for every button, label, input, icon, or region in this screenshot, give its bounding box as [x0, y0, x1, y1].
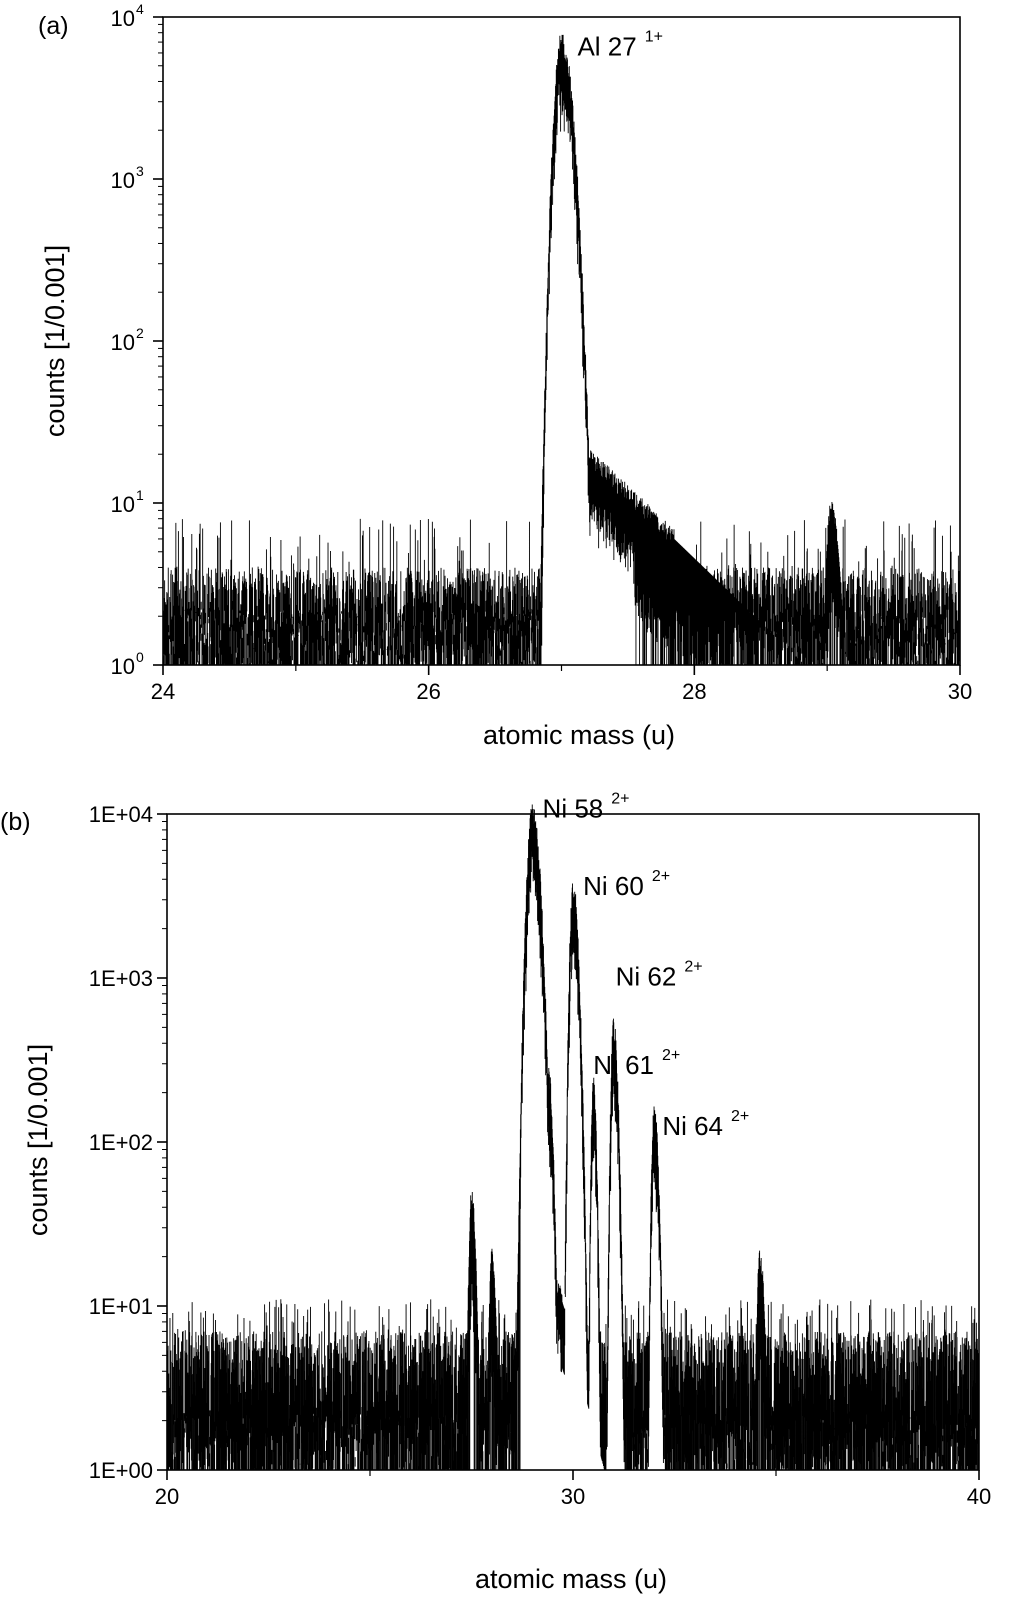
y-tick-label: 1E+03: [89, 966, 153, 991]
peak-label-charge: 2+: [731, 1108, 749, 1125]
y-axis-ticks-b: 1E+00 1E+01 1E+02 1E+03 1E+04: [89, 802, 167, 1483]
x-tick-label: 20: [155, 1484, 179, 1509]
y-tick-exponent: 3: [136, 163, 144, 179]
y-tick-label: 10: [111, 330, 135, 355]
peak-label: Ni 60: [583, 871, 644, 901]
peak-label: Ni 58: [543, 794, 604, 824]
y-tick-label: 10: [111, 492, 135, 517]
y-axis-title-a: counts [1/0.001]: [40, 245, 70, 437]
x-axis-title-b: atomic mass (u): [475, 1564, 667, 1594]
y-tick-label: 1E+02: [89, 1130, 153, 1155]
peak-annotations-b: Ni 58 2+ Ni 60 2+ Ni 62 2+ Ni 61 2+ Ni 64 2+: [543, 791, 750, 1142]
peak-annotations-a: Al 27 1+: [577, 28, 663, 61]
peak-label: Ni 61: [593, 1050, 654, 1080]
y-tick-exponent: 2: [136, 325, 144, 341]
panel-b: (b) 20 30 40 1E+00 1E+01 1E+02 1E+03 1E+04 Ni …: [0, 791, 991, 1594]
peak-label-charge: 2+: [662, 1047, 680, 1064]
peak-label: Al 27: [577, 31, 636, 61]
x-tick-label: 24: [151, 679, 175, 704]
peak-label-charge: 2+: [652, 868, 670, 885]
y-tick-label: 10: [111, 654, 135, 679]
peak-label: Ni 64: [662, 1111, 723, 1141]
panel-label-b: (b): [0, 808, 31, 836]
y-tick-label: 1E+04: [89, 802, 153, 827]
peak-label: Ni 62: [616, 962, 677, 992]
y-tick-label: 10: [111, 6, 135, 31]
x-tick-label: 28: [682, 679, 706, 704]
y-tick-exponent: 4: [136, 1, 144, 17]
peak-label-charge: 2+: [611, 791, 629, 808]
x-tick-label: 30: [561, 1484, 585, 1509]
peak-label-charge: 1+: [645, 28, 663, 45]
x-axis-title-a: atomic mass (u): [483, 720, 675, 750]
x-axis-ticks-b: 20 30 40: [155, 1470, 991, 1509]
y-axis-title-b: counts [1/0.001]: [23, 1044, 53, 1236]
y-tick-label: 1E+01: [89, 1294, 153, 1319]
x-axis-ticks-a: 24 26 28 30: [151, 665, 972, 704]
peak-label-charge: 2+: [684, 959, 702, 976]
x-tick-label: 40: [967, 1484, 991, 1509]
y-tick-label: 10: [111, 168, 135, 193]
y-tick-label: 1E+00: [89, 1458, 153, 1483]
y-tick-exponent: 0: [136, 649, 144, 665]
panel-label-a: (a): [38, 12, 69, 40]
x-tick-label: 26: [416, 679, 440, 704]
x-tick-label: 30: [948, 679, 972, 704]
y-tick-exponent: 1: [136, 487, 144, 503]
